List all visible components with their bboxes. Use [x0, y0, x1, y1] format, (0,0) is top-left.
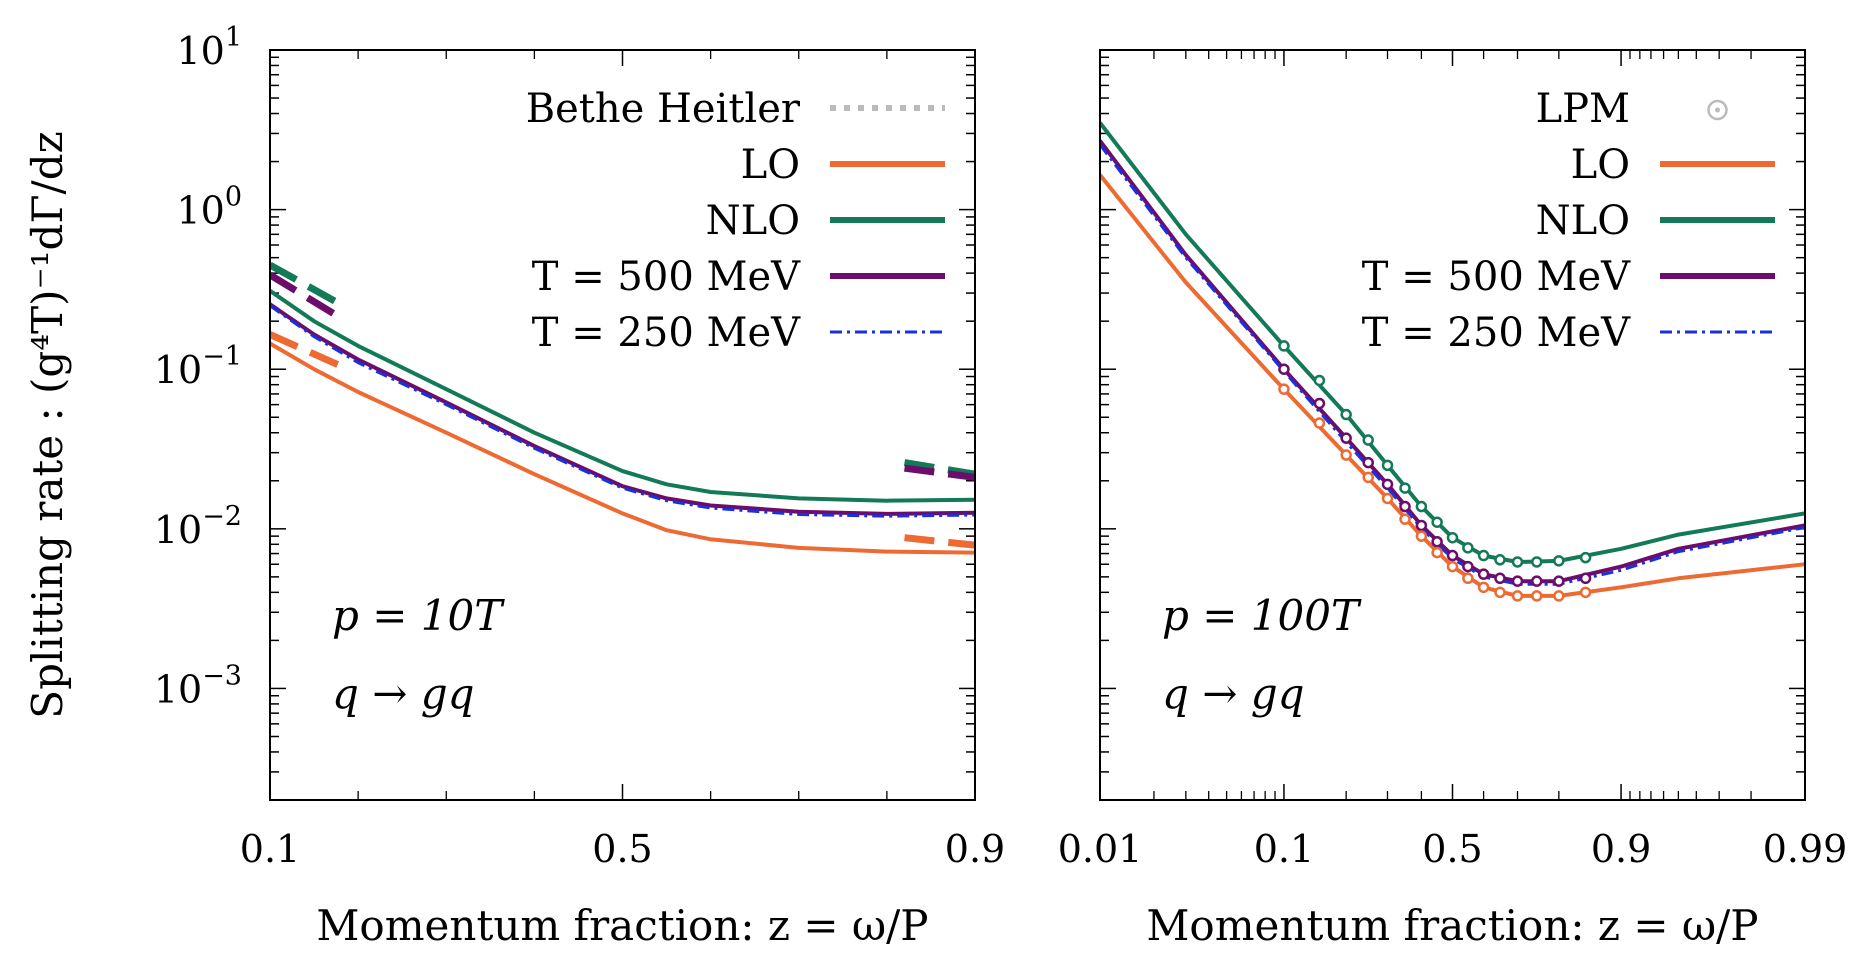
lpm-point	[1278, 363, 1290, 375]
y-tick-label: 10−2	[154, 501, 242, 552]
lpm-point	[1462, 560, 1474, 573]
lpm-point	[1381, 492, 1394, 505]
series-t-500-mev-dashed	[904, 464, 975, 481]
legend-label: T = 500 MeV	[532, 254, 801, 300]
x-tick-label: 0.1	[1254, 827, 1314, 871]
series-t-500-mev-dashed	[270, 271, 343, 321]
lpm-point	[1431, 535, 1443, 548]
series-t-250-mev-dashdot	[1100, 143, 1805, 586]
lpm-point	[1446, 560, 1459, 573]
lpm-point	[1313, 417, 1326, 429]
right-panel: 0.01 0.1 0.5 0.9 0.99 LPM LO NLO T = 500 MeV T = …	[1058, 49, 1848, 950]
legend-label: LO	[741, 142, 800, 188]
x-tick-label: 0.5	[1422, 827, 1482, 871]
lpm-point	[1579, 551, 1592, 564]
x-tick-label: 0.5	[592, 827, 652, 871]
series-lo-dashed	[904, 534, 975, 549]
series-t-500-mev-solid	[270, 302, 975, 516]
lpm-point	[1531, 575, 1543, 587]
x-axis-label: Momentum fraction: z = ω/P	[1146, 901, 1758, 950]
annotation: p = 100T	[1162, 591, 1362, 640]
lpm-point	[1399, 513, 1411, 525]
legend-label: LPM	[1536, 86, 1630, 132]
lpm-point	[1340, 408, 1352, 421]
lpm-point	[1494, 572, 1506, 585]
legend-label: NLO	[1536, 198, 1630, 244]
lpm-point	[1553, 555, 1565, 567]
x-axis-label: Momentum fraction: z = ω/P	[316, 901, 928, 950]
lpm-point	[1340, 449, 1352, 461]
lpm-point	[1511, 590, 1524, 602]
lpm-point	[1511, 575, 1524, 587]
y-tick-label: 101	[176, 22, 242, 73]
lpm-point	[1446, 549, 1459, 562]
lpm-point	[1477, 549, 1490, 562]
lpm-point	[1446, 531, 1459, 544]
lpm-point	[1511, 556, 1524, 568]
annotation: q → gq	[332, 669, 475, 718]
legend-label: Bethe Heitler	[526, 86, 801, 132]
x-tick-label: 0.01	[1058, 827, 1143, 871]
lpm-point	[1415, 519, 1428, 532]
lpm-point	[1477, 581, 1490, 594]
plot-frame	[269, 49, 976, 801]
legend-swatch-dot	[1715, 107, 1720, 113]
legend-label: T = 250 MeV	[532, 310, 801, 356]
series-lo-dashed	[270, 331, 342, 369]
lpm-point	[1362, 471, 1374, 484]
series-group	[1100, 121, 1805, 602]
series-t-500-mev-solid	[1100, 139, 1805, 584]
lpm-point	[1477, 568, 1490, 580]
lpm-point	[1494, 554, 1506, 566]
lpm-point	[1579, 572, 1592, 585]
y-tick-label: 100	[176, 182, 242, 233]
legend-label: LO	[1571, 142, 1630, 188]
lpm-point	[1381, 478, 1394, 491]
lpm-point	[1313, 374, 1326, 387]
lpm-point	[1415, 530, 1428, 542]
x-tick-label: 0.1	[240, 827, 300, 871]
lpm-point	[1431, 516, 1443, 528]
lpm-point	[1579, 586, 1592, 599]
lpm-point	[1531, 590, 1543, 602]
plot-frame	[1099, 49, 1806, 801]
y-axis-label: Splitting rate : (g⁴T)⁻¹dΓ/dz	[23, 131, 72, 718]
lpm-point	[1340, 432, 1352, 444]
lpm-point	[1399, 482, 1411, 494]
lpm-point	[1553, 575, 1565, 587]
annotation: p = 10T	[332, 591, 505, 640]
lpm-point	[1462, 542, 1474, 554]
lpm-point	[1462, 572, 1474, 585]
lpm-point	[1381, 459, 1394, 472]
y-tick-label: 10−1	[154, 341, 242, 392]
y-tick-label: 10−3	[154, 660, 242, 711]
series-nlo-dashed	[270, 261, 343, 308]
legend-label: NLO	[706, 198, 800, 244]
lpm-point	[1278, 340, 1290, 352]
legend-label: T = 250 MeV	[1362, 310, 1631, 356]
series-nlo-dashed	[903, 459, 975, 478]
left-panel: 0.1 0.5 0.9 101 100 10−1 10−2 10−3 Bethe Heitler…	[23, 22, 1005, 950]
lpm-point	[1362, 456, 1374, 469]
x-tick-label: 0.9	[1591, 827, 1651, 871]
legend-swatch-circle	[1707, 99, 1728, 121]
series-group	[270, 261, 975, 555]
series-t-250-mev-dashdot	[270, 304, 975, 518]
lpm-point	[1494, 586, 1506, 599]
x-tick-label: 0.9	[945, 827, 1005, 871]
annotation: q → gq	[1162, 669, 1305, 718]
lpm-point	[1431, 546, 1443, 559]
x-tick-label: 0.99	[1763, 827, 1848, 871]
lpm-point	[1415, 500, 1428, 513]
lpm-point	[1362, 434, 1374, 446]
series-lo-solid	[270, 341, 975, 555]
lpm-point	[1531, 556, 1543, 568]
lpm-point	[1553, 590, 1565, 602]
series-nlo-solid	[270, 289, 975, 503]
legend-label: T = 500 MeV	[1362, 254, 1631, 300]
lpm-point	[1278, 383, 1290, 395]
lpm-point	[1313, 397, 1326, 410]
lpm-point	[1399, 500, 1411, 513]
